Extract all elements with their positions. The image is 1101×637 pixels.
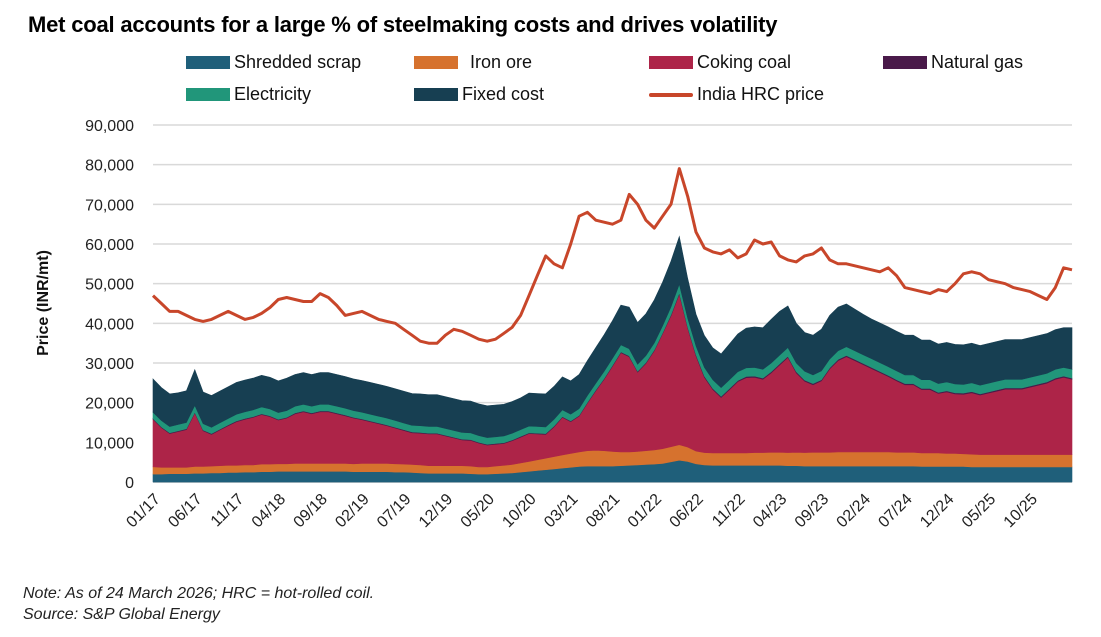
legend-label: India HRC price	[697, 84, 825, 104]
x-tick-label: 02/24	[834, 491, 874, 531]
x-tick-label: 12/24	[917, 491, 957, 531]
legend-label: Fixed cost	[462, 84, 545, 104]
y-tick-label: 10,000	[85, 435, 134, 452]
legend-swatch	[649, 56, 693, 69]
y-tick-label: 80,000	[85, 158, 134, 175]
legend-swatch	[883, 56, 927, 69]
x-tick-label: 08/21	[583, 491, 623, 531]
y-tick-label: 50,000	[85, 277, 134, 294]
legend-item-fixed-cost: Fixed cost	[414, 84, 544, 105]
legend-label: Iron ore	[470, 52, 533, 72]
chart-title: Met coal accounts for a large % of steel…	[28, 12, 778, 37]
y-axis-label: Price (INR/mt)	[35, 250, 52, 356]
legend-label: Shredded scrap	[234, 52, 362, 72]
y-tick-label: 40,000	[85, 316, 134, 333]
x-tick-label: 01/17	[123, 491, 163, 531]
legend-item-india-hrc-price: India HRC price	[649, 84, 824, 105]
legend-swatch	[186, 88, 230, 101]
note-text: Note: As of 24 March 2026; HRC = hot-rol…	[23, 585, 375, 602]
legend-label: Coking coal	[697, 52, 792, 72]
x-tick-label: 11/22	[709, 491, 749, 531]
x-tick-label: 09/23	[792, 491, 832, 531]
y-tick-label: 60,000	[85, 237, 134, 254]
x-tick-label: 06/22	[667, 491, 707, 531]
y-tick-label: 30,000	[85, 356, 134, 373]
x-tick-label: 12/19	[416, 491, 456, 531]
area-fixed-cost	[152, 235, 1073, 438]
legend-swatch	[186, 56, 230, 69]
legend-item-iron-ore: Iron ore	[414, 52, 532, 73]
y-tick-label: 0	[125, 475, 134, 492]
legend-label: Natural gas	[931, 52, 1024, 72]
source-text: Source: S&P Global Energy	[23, 606, 220, 623]
y-axis-ticks: 0 10,000 20,000 30,000 40,000 50,000 60,000 70,…	[85, 118, 134, 492]
x-tick-label: 04/23	[750, 491, 790, 531]
x-tick-label: 09/18	[291, 491, 331, 531]
line-india-hrc-price	[151, 167, 1073, 345]
x-tick-label: 05/20	[458, 491, 498, 531]
x-axis-ticks: 01/17 06/17 11/17 04/18 09/18 02/19 07/19 12/19…	[123, 491, 1041, 531]
price-lines	[151, 167, 1073, 345]
legend-label: Electricity	[234, 84, 312, 104]
x-tick-label: 02/19	[332, 491, 372, 531]
legend-item-natural-gas: Natural gas	[883, 52, 1023, 73]
x-tick-label: 01/22	[625, 491, 665, 531]
legend-item-electricity: Electricity	[186, 84, 311, 105]
stacked-areas	[152, 235, 1073, 483]
x-tick-label: 10/25	[1001, 491, 1041, 531]
legend-swatch	[414, 56, 458, 69]
x-tick-label: 07/24	[875, 491, 915, 531]
legend-swatch	[414, 88, 458, 101]
x-tick-label: 11/17	[208, 491, 248, 531]
x-tick-label: 10/20	[499, 491, 539, 531]
x-tick-label: 03/21	[541, 491, 581, 531]
x-tick-label: 07/19	[374, 491, 414, 531]
legend-item-shredded-scrap: Shredded scrap	[186, 52, 361, 73]
y-tick-label: 70,000	[85, 197, 134, 214]
x-tick-label: 06/17	[165, 491, 205, 531]
legend-swatch	[649, 92, 693, 97]
x-tick-label: 05/25	[959, 491, 999, 531]
legend-item-coking-coal: Coking coal	[649, 52, 791, 73]
y-tick-label: 90,000	[85, 118, 134, 135]
x-tick-label: 04/18	[249, 491, 289, 531]
y-tick-label: 20,000	[85, 396, 134, 413]
footnote: Note: As of 24 March 2026; HRC = hot-rol…	[23, 583, 374, 625]
